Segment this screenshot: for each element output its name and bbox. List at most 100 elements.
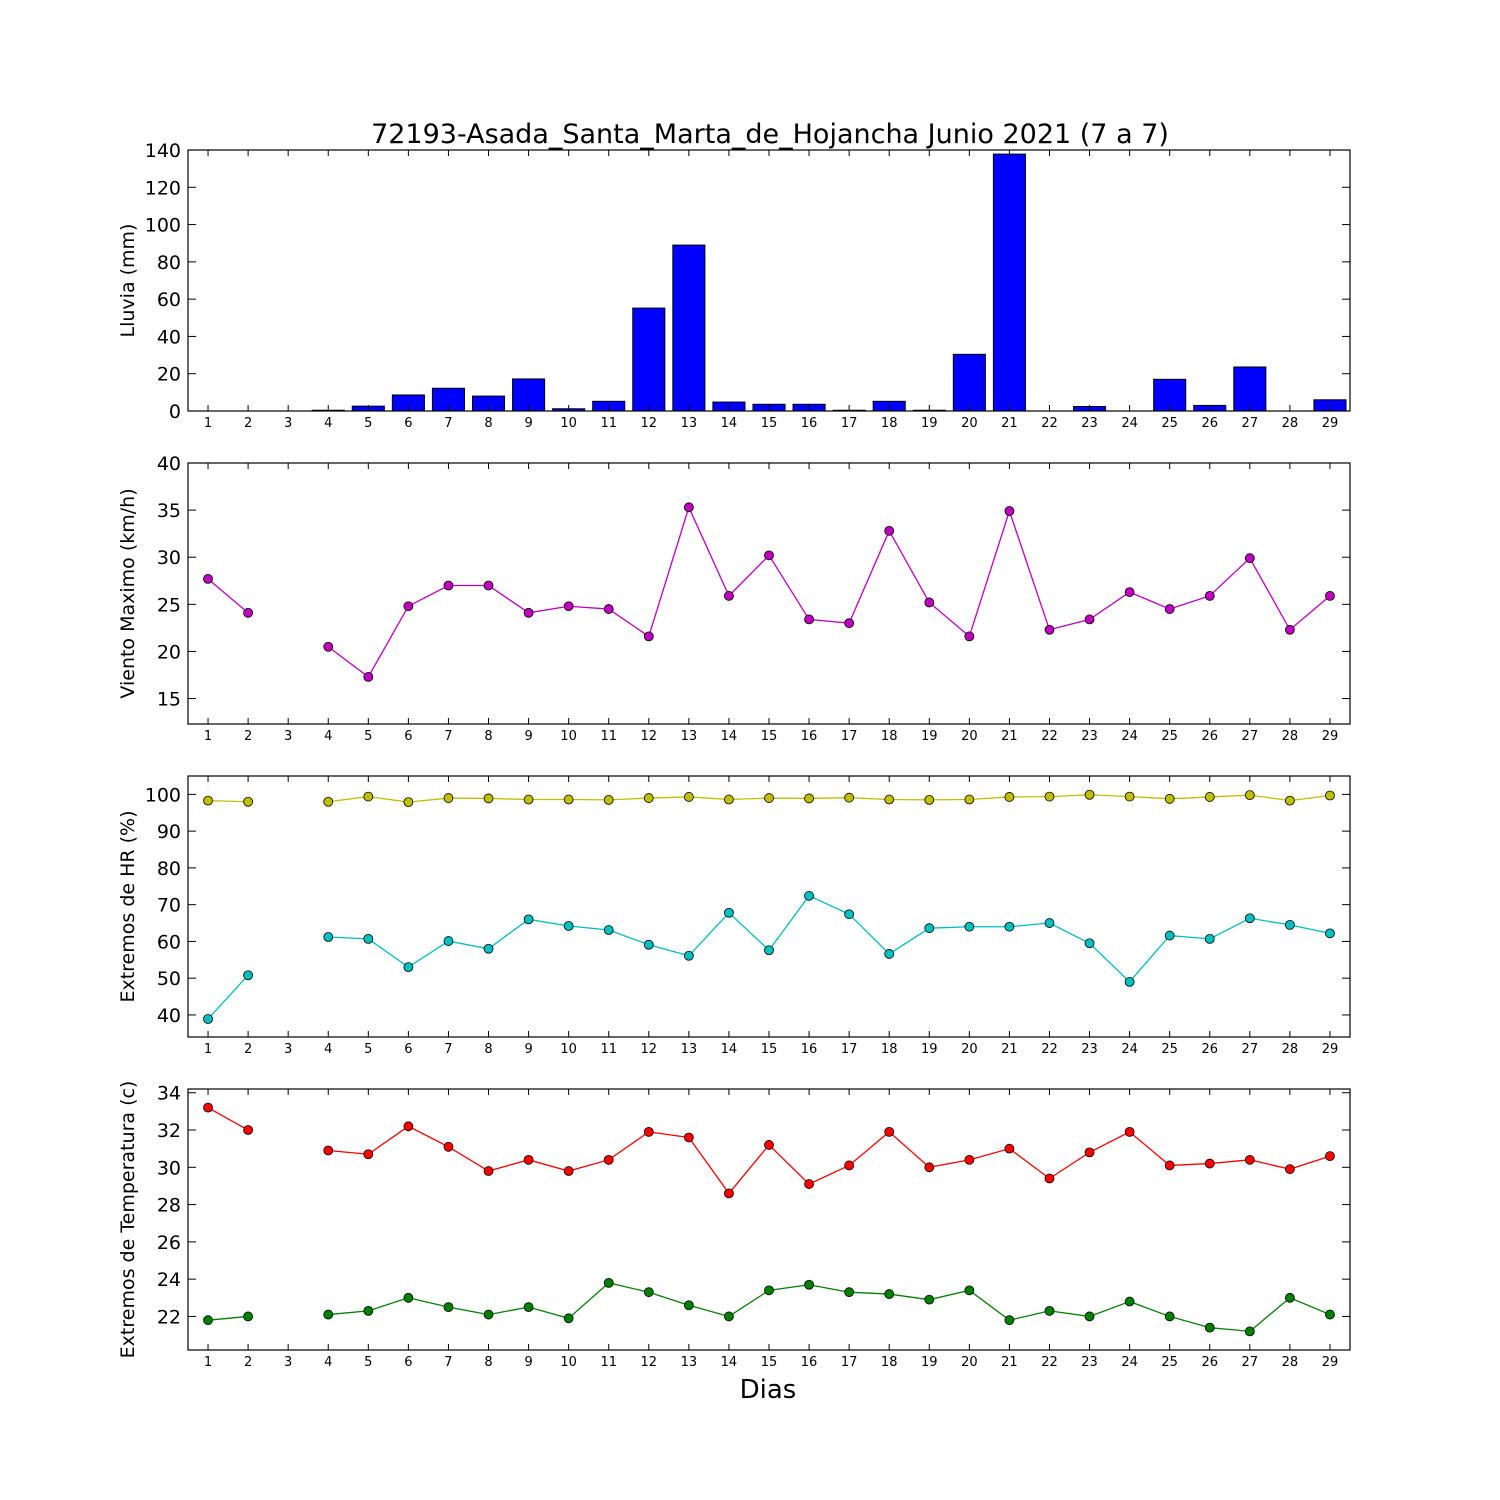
x-tick-label-21: 21	[1001, 1355, 1018, 1370]
y-tick-label-70: 70	[157, 895, 181, 917]
series-1-point-day-27	[1244, 553, 1255, 564]
series-2-point-day-10	[563, 921, 574, 931]
x-tick-label-29: 29	[1322, 1042, 1339, 1057]
x-tick-label-22: 22	[1041, 1042, 1058, 1057]
series-1-line-2	[327, 505, 1331, 678]
series-1-point-day-25	[1164, 1160, 1175, 1171]
x-tick-label-8: 8	[484, 1355, 492, 1370]
x-tick-label-21: 21	[1001, 729, 1018, 744]
x-tick-label-12: 12	[641, 1042, 658, 1057]
x-tick-label-10: 10	[560, 416, 577, 431]
x-tick-label-27: 27	[1242, 416, 1259, 431]
series-1-point-day-19	[924, 794, 935, 805]
x-tick-label-19: 19	[921, 416, 938, 431]
x-tick-label-1: 1	[204, 1355, 212, 1370]
y-tick-label-40: 40	[157, 326, 181, 348]
series-2-point-day-6	[403, 1292, 414, 1303]
x-tick-label-18: 18	[881, 1355, 898, 1370]
x-tick-label-4: 4	[324, 1355, 332, 1370]
series-2-point-day-28	[1285, 919, 1295, 930]
y-tick-label-80: 80	[157, 858, 181, 880]
panels-group: 1 2 3 4 5 6 7 8 9 10 11 12 13 14 15 16 17 18 19 20 21 22 23 24 2…	[117, 140, 1351, 1370]
series-1-point-day-6	[403, 1121, 414, 1132]
x-tick-label-4: 4	[324, 729, 332, 744]
y-tick-label-40: 40	[157, 1005, 181, 1027]
chart-panel-1: 1 2 3 4 5 6 7 8 9 10 11 12 13 14 15 16 17 18 19 20 21 22 23 24 2…	[117, 140, 1351, 431]
x-tick-label-26: 26	[1201, 729, 1218, 744]
series-1-point-day-29	[1325, 790, 1335, 801]
x-tick-label-4: 4	[324, 1042, 332, 1057]
series-1-point-day-14	[724, 794, 734, 805]
x-tick-label-20: 20	[961, 416, 978, 431]
x-tick-label-17: 17	[841, 416, 858, 431]
y-tick-label-35: 35	[157, 500, 181, 522]
series-2-point-day-19	[924, 1294, 935, 1305]
series-1-point-day-20	[964, 631, 975, 642]
x-tick-label-11: 11	[600, 416, 617, 431]
y-tick-label-25: 25	[157, 594, 181, 616]
x-tick-label-1: 1	[204, 416, 212, 431]
x-tick-label-20: 20	[961, 729, 978, 744]
x-tick-label-8: 8	[484, 1042, 492, 1057]
series-1-point-day-26	[1204, 792, 1215, 802]
y-tick-label-100: 100	[145, 215, 181, 237]
series-1-point-day-11	[603, 794, 614, 805]
series-2-point-day-20	[964, 1285, 975, 1296]
chart-title: 72193-Asada_Santa_Marta_de_Hojancha Juni…	[371, 119, 1169, 150]
series-2-line-1	[207, 974, 249, 1020]
series-1-point-day-13	[683, 1132, 694, 1143]
series-2-point-day-13	[683, 1300, 694, 1311]
series-2-point-day-21	[1004, 1315, 1015, 1326]
series-1-point-day-16	[804, 1179, 814, 1189]
x-tick-label-5: 5	[364, 729, 372, 744]
series-2-point-day-5	[363, 1305, 374, 1316]
series-1-point-day-15	[764, 1140, 774, 1150]
x-tick-label-24: 24	[1121, 729, 1138, 744]
series-1-line-2	[328, 794, 1331, 803]
series-2-point-day-17	[844, 1287, 855, 1298]
x-tick-label-24: 24	[1121, 1355, 1138, 1370]
series-1-point-day-24	[1124, 1126, 1135, 1137]
bar-day-27	[1233, 366, 1267, 412]
series-1-point-day-15	[764, 550, 774, 561]
series-1-point-day-22	[1044, 791, 1055, 802]
x-tick-label-21: 21	[1001, 416, 1018, 431]
series-1-line-1	[208, 799, 249, 803]
x-tick-label-1: 1	[204, 729, 212, 744]
y-axis-label: Extremos de HR (%)	[117, 810, 139, 1002]
x-axis-label: Dias	[740, 1375, 797, 1405]
series-2-point-day-16	[804, 890, 814, 901]
series-2-point-day-22	[1044, 918, 1055, 928]
series-2-point-day-22	[1044, 1305, 1055, 1316]
axes-frame	[187, 775, 1351, 1038]
series-2-point-day-10	[563, 1313, 574, 1324]
axes-frame	[187, 462, 1351, 725]
series-1-point-day-9	[523, 607, 534, 618]
series-1-point-day-25	[1164, 793, 1175, 804]
series-1-point-day-22	[1044, 624, 1055, 635]
x-tick-label-3: 3	[284, 1042, 292, 1057]
series-1-point-day-7	[443, 580, 454, 591]
x-tick-label-13: 13	[681, 729, 698, 744]
series-1-point-day-14	[724, 1188, 734, 1199]
x-tick-label-26: 26	[1201, 1042, 1218, 1057]
x-tick-label-20: 20	[961, 1355, 978, 1370]
series-1-point-day-15	[764, 793, 774, 803]
series-1-point-day-1	[203, 1102, 213, 1113]
series-1-point-day-5	[363, 671, 374, 682]
series-1-point-day-17	[844, 618, 855, 629]
series-2-point-day-15	[764, 1285, 774, 1296]
series-1-point-day-5	[363, 791, 374, 802]
y-tick-label-60: 60	[157, 289, 181, 311]
series-1-point-day-26	[1204, 590, 1215, 601]
series-2-point-day-28	[1285, 1292, 1295, 1303]
series-1-point-day-28	[1285, 1164, 1295, 1175]
series-1-point-day-8	[483, 580, 494, 591]
series-2-line-2	[328, 1282, 1331, 1333]
x-tick-label-3: 3	[284, 1355, 292, 1370]
series-2-point-day-2	[243, 970, 254, 981]
x-tick-label-28: 28	[1282, 729, 1299, 744]
series-1-point-day-24	[1124, 791, 1135, 802]
y-tick-label-140: 140	[145, 140, 181, 162]
